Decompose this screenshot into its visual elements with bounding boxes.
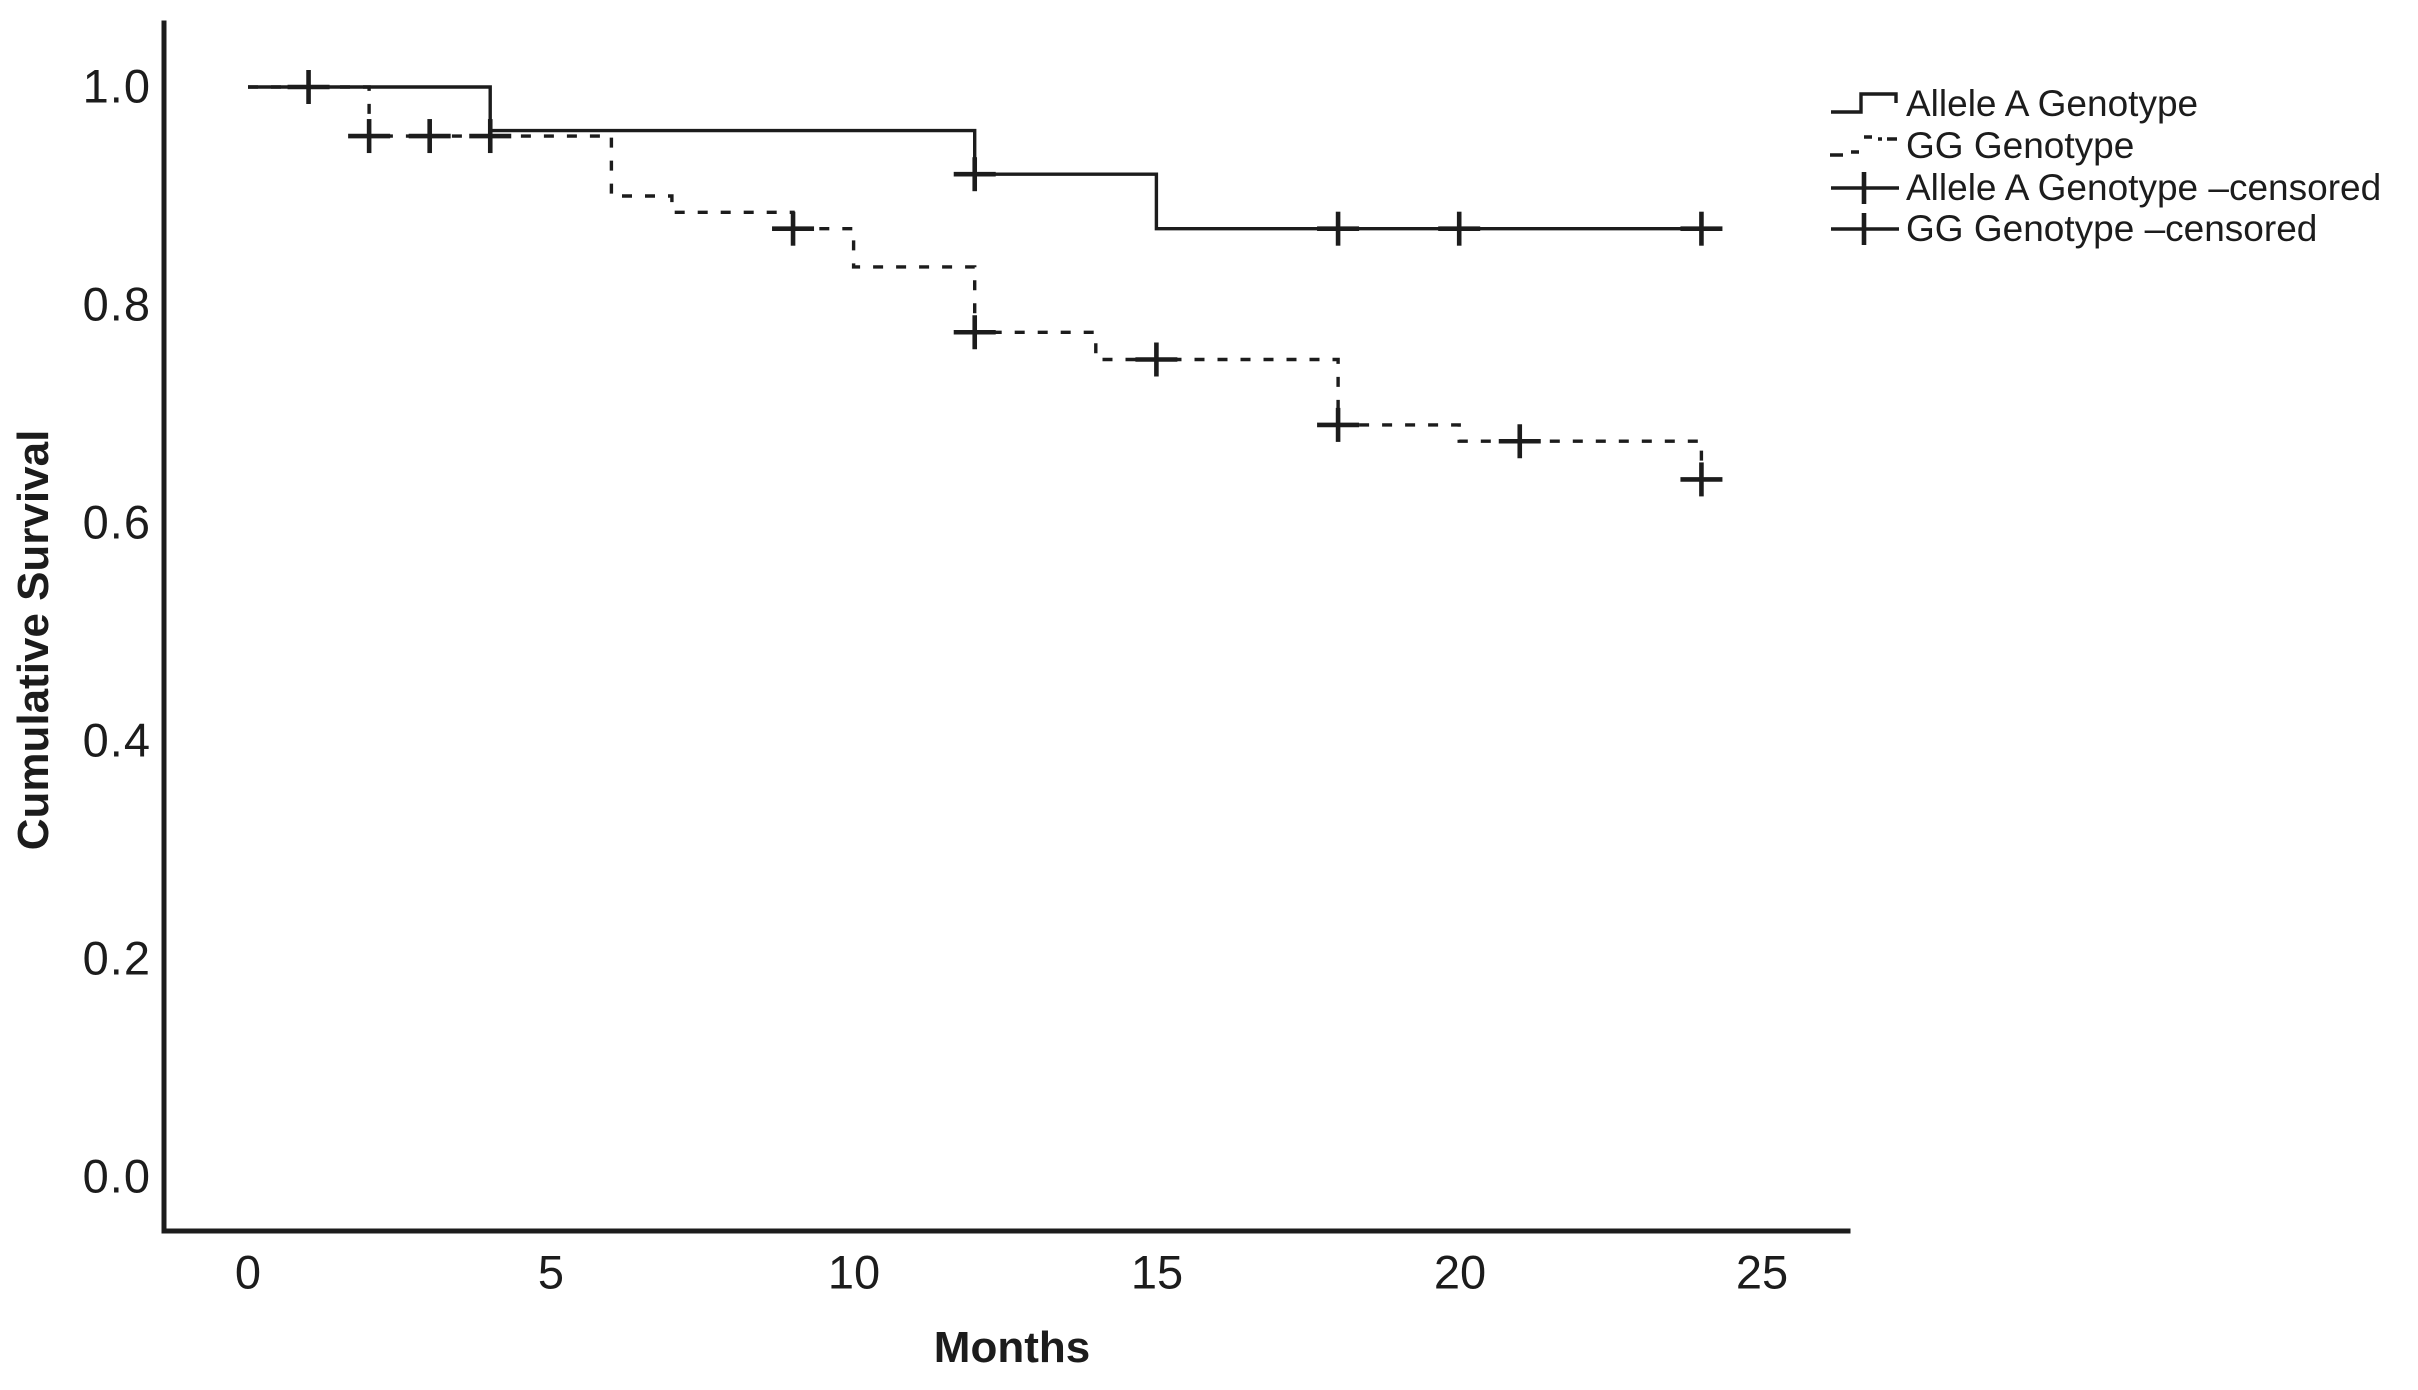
- censor-mark: [1680, 462, 1723, 497]
- censor-mark: [408, 119, 451, 154]
- y-tick-label: 0.8: [82, 277, 151, 331]
- y-tick-label: 0.4: [82, 713, 151, 767]
- legend-label-gg-censored: GG Genotype –censored: [1906, 208, 2318, 249]
- legend-label-allele-a: Allele A Genotype: [1906, 83, 2199, 124]
- x-tick-label: 10: [827, 1245, 881, 1299]
- censor-mark: [1135, 342, 1178, 377]
- censor-mark: [953, 157, 996, 192]
- y-tick-label: 0.6: [82, 495, 151, 549]
- legend-symbol-dashed-step: [1830, 135, 1897, 157]
- y-tick-label: 0.2: [82, 931, 151, 985]
- axes: [161, 20, 1851, 1234]
- censor-marks-allele-a-genotype: [287, 70, 1723, 246]
- survival-curve-allele-a-genotype: [248, 85, 1714, 231]
- series-gg-genotype: [248, 85, 1704, 480]
- censor-mark: [772, 211, 815, 246]
- censor-marks-gg-genotype: [348, 119, 1723, 497]
- x-tick-label: 20: [1433, 1245, 1487, 1299]
- legend-symbols: [1830, 92, 1899, 245]
- y-tick-label: 1.0: [82, 59, 151, 113]
- legend-symbol-solid-step: [1831, 92, 1898, 114]
- censor-mark: [1317, 211, 1360, 246]
- legend-symbol-censored: [1831, 172, 1899, 204]
- survival-curve-gg-genotype: [248, 85, 1704, 480]
- legend-label-allele-a-censored: Allele A Genotype –censored: [1906, 167, 2382, 208]
- censor-mark: [1438, 211, 1481, 246]
- censor-mark: [348, 119, 391, 154]
- x-tick-label: 25: [1735, 1245, 1789, 1299]
- x-tick-label: 5: [537, 1245, 565, 1299]
- y-tick-label: 0.0: [82, 1149, 151, 1203]
- legend-label-gg: GG Genotype: [1906, 125, 2135, 166]
- x-axis-title: Months: [933, 1323, 1091, 1372]
- series-allele-a-genotype: [248, 85, 1714, 231]
- y-axis-title: Cumulative Survival: [9, 429, 58, 851]
- censor-mark: [1317, 407, 1360, 442]
- legend-symbol-censored: [1831, 213, 1899, 245]
- x-tick-label: 0: [234, 1245, 262, 1299]
- x-tick-label: 15: [1130, 1245, 1184, 1299]
- censor-mark: [469, 119, 512, 154]
- censor-mark: [1680, 211, 1723, 246]
- censor-mark: [953, 315, 996, 350]
- censor-mark: [1498, 424, 1541, 459]
